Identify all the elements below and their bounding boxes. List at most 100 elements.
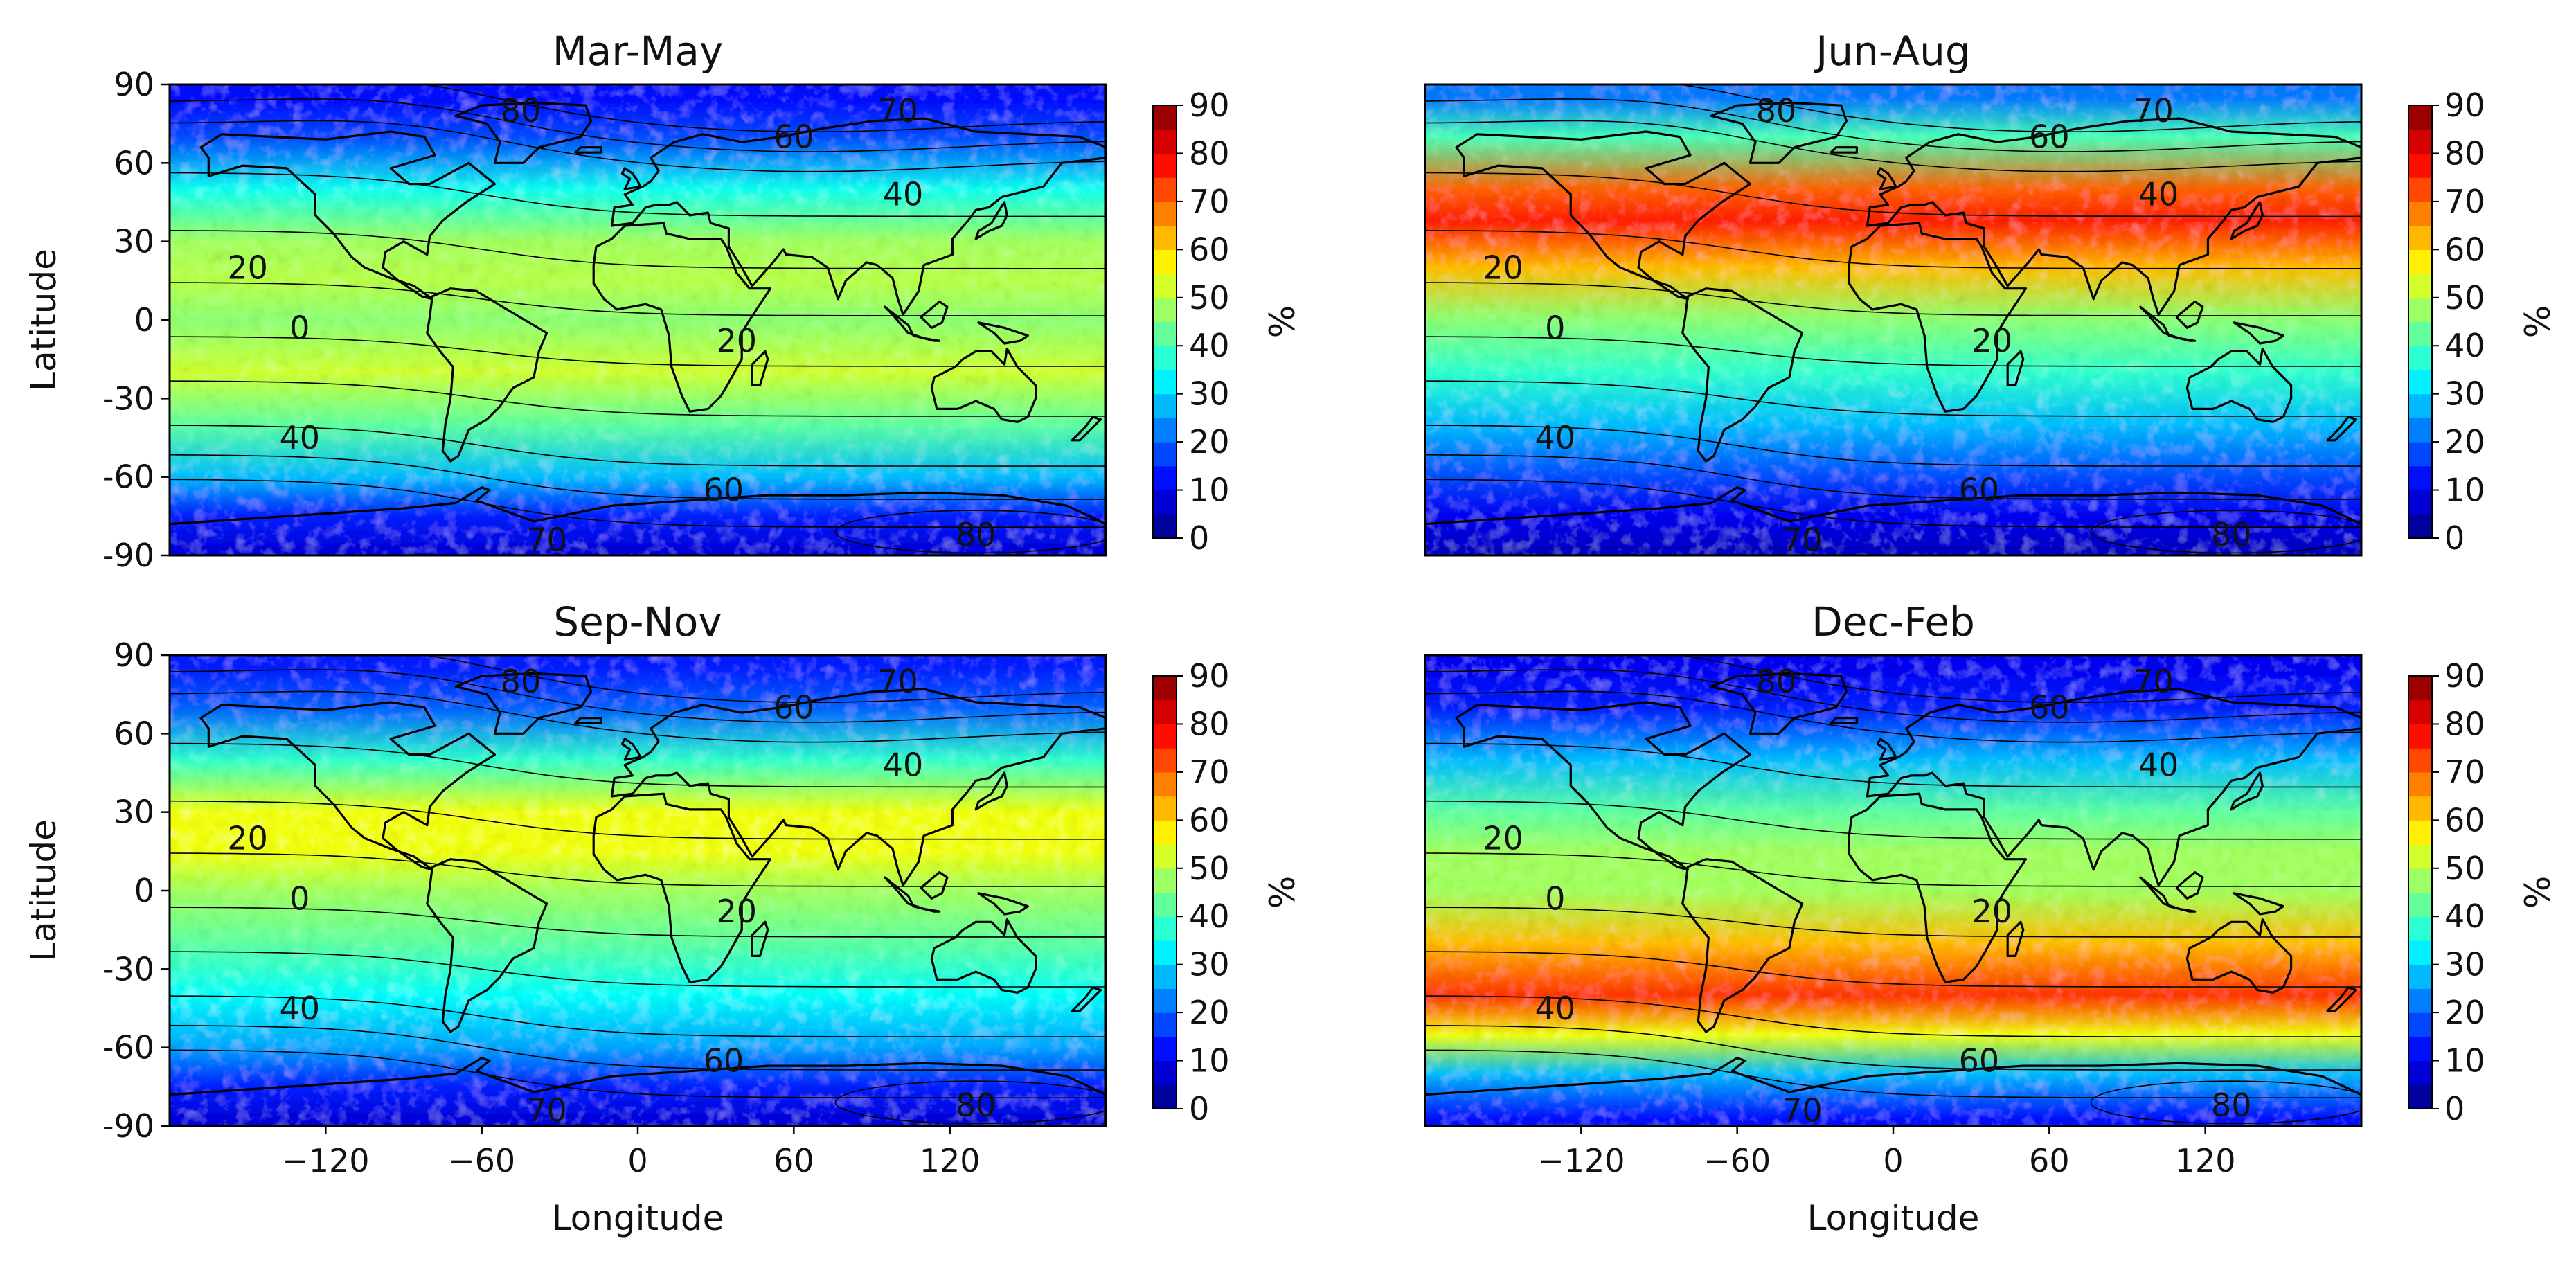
- panel-jun-aug: 80 70 60 40 20 0 20 40 60 70 80 Jun-Aug 0 10 20 30 40 50 6…: [1424, 28, 2558, 558]
- lon-tick-label: 120: [2175, 1142, 2236, 1179]
- coastline-madagascar: [751, 920, 769, 958]
- contour-line: [170, 380, 1106, 417]
- coastline-britain: [620, 167, 642, 190]
- contour-line: [170, 172, 1106, 217]
- colorbar-tick-label: 70: [2444, 183, 2485, 220]
- lat-tick-label: 30: [114, 223, 154, 260]
- contour-label: 80: [1756, 663, 1797, 700]
- contour-label: 60: [1959, 1042, 2000, 1080]
- colorbar-tick-label: 90: [1189, 87, 1230, 124]
- contour-line: [834, 510, 1106, 554]
- colorbar-tick-label: 50: [2444, 279, 2485, 316]
- coastline-north-america: [1455, 701, 1751, 871]
- coastline-madagascar: [751, 350, 769, 387]
- coastline-indonesia: [2139, 876, 2197, 913]
- coastline-madagascar: [2006, 920, 2025, 958]
- coastline-borneo: [2175, 301, 2204, 329]
- coastline-iceland: [574, 146, 603, 154]
- contour-line: [2090, 510, 2361, 554]
- coastline-iceland: [574, 717, 603, 724]
- lat-tick-label: -30: [102, 950, 154, 988]
- contour-line: [170, 336, 1106, 367]
- lon-tick-label: 0: [627, 1142, 647, 1179]
- coastline-antarctica: [170, 486, 1106, 555]
- contour-label: 60: [2029, 689, 2070, 726]
- panel-title: Sep-Nov: [553, 598, 722, 645]
- colorbar-tick-label: 80: [1189, 705, 1230, 742]
- contour-label: 80: [2211, 1087, 2252, 1124]
- contour-line: [1425, 852, 2361, 887]
- contour-label: 40: [883, 176, 924, 213]
- contour-line: [170, 425, 1106, 467]
- contour-line: [170, 742, 1106, 788]
- panel-dec-feb: 80 70 60 40 20 0 20 40 60 70 80 Dec-Feb −120 −60 0 60 12…: [1424, 598, 2558, 1238]
- heatmap-field: [1425, 655, 2361, 1126]
- coastline-greenland: [454, 672, 593, 735]
- colorbar-tick-label: 90: [2444, 657, 2485, 695]
- contour-line: [1425, 951, 2361, 988]
- contour-label: 70: [2133, 92, 2174, 130]
- coastline-borneo: [920, 870, 949, 900]
- colorbar-unit-label: %: [1262, 876, 1303, 909]
- contour-label: 80: [501, 663, 542, 700]
- coastline-britain: [1876, 167, 1897, 190]
- heatmap-field: [1425, 84, 2361, 555]
- contour-line: [170, 479, 1106, 528]
- colorbar-tick-label: 20: [1189, 423, 1230, 461]
- lat-tick-label: -60: [102, 1029, 154, 1066]
- contour-line: [1425, 282, 2361, 316]
- coastline-japan: [974, 201, 1008, 240]
- contour-label: 40: [2138, 176, 2179, 213]
- coastline-australia: [930, 918, 1037, 994]
- coastline-south-america: [1681, 858, 1804, 1033]
- contour-line: [1425, 479, 2361, 528]
- lat-tick-label: 90: [114, 66, 154, 103]
- coastline-africa: [592, 222, 772, 413]
- colorbar: 0 10 20 30 40 50 60 70 80 90%: [2408, 657, 2558, 1127]
- lon-tick-label: −60: [448, 1142, 515, 1179]
- colorbar: 0 10 20 30 40 50 60 70 80 90%: [1152, 87, 1303, 557]
- coastline-indonesia: [884, 876, 941, 913]
- coastline-borneo: [920, 301, 949, 329]
- contour-label: 20: [716, 893, 757, 930]
- lat-tick-label: 0: [134, 301, 154, 339]
- colorbar-tick-label: 60: [2444, 801, 2485, 839]
- colorbar-tick-label: 60: [1189, 231, 1230, 268]
- coastline-antarctica: [1425, 486, 2361, 555]
- coastline-indonesia: [2139, 305, 2197, 342]
- coastline-greenland: [454, 101, 593, 164]
- lon-tick-label: 0: [1883, 1142, 1903, 1179]
- contour-label: 70: [1782, 1091, 1823, 1129]
- contour-label: 20: [1971, 893, 2012, 930]
- heatmap-field: [170, 655, 1106, 1126]
- colorbar-tick-label: 0: [2444, 1090, 2465, 1127]
- coastline-eurasia: [1866, 117, 2361, 316]
- colorbar-tick-label: 30: [2444, 375, 2485, 413]
- coastline-new-zealand: [1071, 986, 1102, 1012]
- colorbar-tick-label: 80: [2444, 705, 2485, 742]
- colorbar-tick-label: 70: [2444, 753, 2485, 791]
- contour-label: 70: [526, 1091, 567, 1129]
- coastline-australia: [2185, 348, 2293, 423]
- coastline-south-america: [426, 287, 548, 463]
- contour-line: [170, 995, 1106, 1037]
- coastline-australia: [2185, 918, 2293, 994]
- contour-label: 40: [2138, 747, 2179, 784]
- contour-label: 60: [773, 118, 814, 156]
- contour-label: 70: [1782, 521, 1823, 558]
- coastline-africa: [1848, 222, 2028, 413]
- contour-line: [1425, 380, 2361, 417]
- contour-label: 0: [1545, 309, 1565, 346]
- contour-label: 40: [883, 747, 924, 784]
- contour-line: [1425, 800, 2361, 840]
- contour-line: [1425, 742, 2361, 788]
- colorbar: 0 10 20 30 40 50 60 70 80 90%: [2408, 87, 2558, 557]
- colorbar-unit-label: %: [2518, 876, 2558, 909]
- contour-label: 20: [1483, 819, 1523, 857]
- colorbar-tick-label: 80: [1189, 134, 1230, 172]
- contour-label: 80: [956, 1087, 996, 1124]
- contour-line: [170, 1049, 1106, 1098]
- contour-label: 80: [956, 516, 996, 553]
- lon-tick-label: −120: [282, 1142, 369, 1179]
- contour-label: 80: [2211, 516, 2252, 553]
